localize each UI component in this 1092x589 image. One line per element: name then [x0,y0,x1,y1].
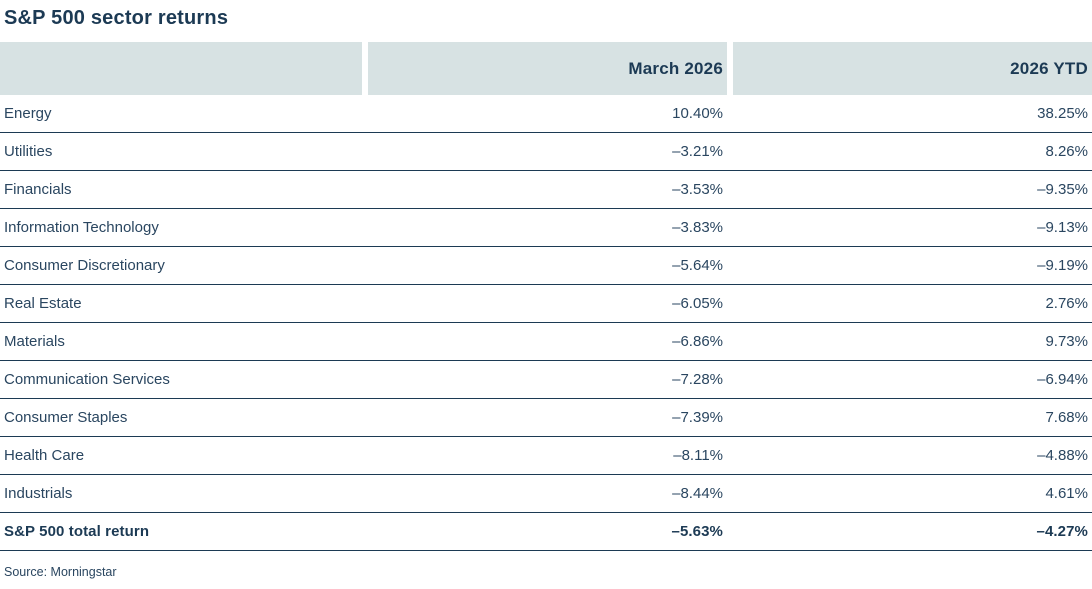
cell-2026-ytd: –4.88% [1037,447,1088,464]
table-row: Financials –3.53% –9.35% [0,171,1092,209]
cell-2026-ytd: 7.68% [1045,409,1088,426]
cell-sector-name: Materials [4,333,65,350]
cell-march-2026: –5.63% [671,523,723,540]
header-cell-2026-ytd: 2026 YTD [733,42,1092,95]
cell-march-2026: –6.05% [672,295,723,312]
cell-march-2026: 10.40% [672,105,723,122]
cell-2026-ytd: 9.73% [1045,333,1088,350]
cell-sector-name: Energy [4,105,52,122]
table-row: Communication Services –7.28% –6.94% [0,361,1092,399]
cell-march-2026: –7.39% [672,409,723,426]
cell-sector-name: Consumer Discretionary [4,257,165,274]
cell-sector-name: Industrials [4,485,73,502]
table-row: Consumer Staples –7.39% 7.68% [0,399,1092,437]
table-row: Materials –6.86% 9.73% [0,323,1092,361]
cell-2026-ytd: –4.27% [1036,523,1088,540]
cell-2026-ytd: 4.61% [1045,485,1088,502]
table-row: Utilities –3.21% 8.26% [0,133,1092,171]
cell-march-2026: –5.64% [672,257,723,274]
cell-sector-name: S&P 500 total return [4,523,150,540]
table-row: Energy 10.40% 38.25% [0,95,1092,133]
cell-march-2026: –6.86% [672,333,723,350]
header-cell-march-2026: March 2026 [368,42,727,95]
cell-2026-ytd: 2.76% [1045,295,1088,312]
table-row: Consumer Discretionary –5.64% –9.19% [0,247,1092,285]
cell-sector-name: Consumer Staples [4,409,128,426]
cell-2026-ytd: 8.26% [1045,143,1088,160]
cell-2026-ytd: –9.13% [1037,219,1088,236]
cell-sector-name: Information Technology [4,219,159,236]
cell-sector-name: Utilities [4,143,53,160]
cell-2026-ytd: 38.25% [1037,105,1088,122]
cell-sector-name: Health Care [4,447,85,464]
cell-2026-ytd: –6.94% [1037,371,1088,388]
cell-march-2026: –8.11% [673,447,723,464]
header-cell-sector [0,42,362,95]
table-header-row: March 2026 2026 YTD [0,42,1092,95]
cell-2026-ytd: –9.35% [1037,181,1088,198]
cell-2026-ytd: –9.19% [1037,257,1088,274]
cell-march-2026: –7.28% [672,371,723,388]
cell-sector-name: Communication Services [4,371,170,388]
cell-march-2026: –3.83% [672,219,723,236]
table-body: Energy 10.40% 38.25% Utilities –3.21% 8.26% Fi… [0,95,1092,551]
cell-sector-name: Financials [4,181,72,198]
table-row: Health Care –8.11% –4.88% [0,437,1092,475]
table-row-total: S&P 500 total return –5.63% –4.27% [0,513,1092,551]
table-row: Real Estate –6.05% 2.76% [0,285,1092,323]
cell-sector-name: Real Estate [4,295,82,312]
table-row: Information Technology –3.83% –9.13% [0,209,1092,247]
cell-march-2026: –3.53% [672,181,723,198]
cell-march-2026: –3.21% [672,143,723,160]
page-title: S&P 500 sector returns [4,7,229,29]
table-row: Industrials –8.44% 4.61% [0,475,1092,513]
cell-march-2026: –8.44% [672,485,723,502]
source-note: Source: Morningstar [4,565,117,579]
